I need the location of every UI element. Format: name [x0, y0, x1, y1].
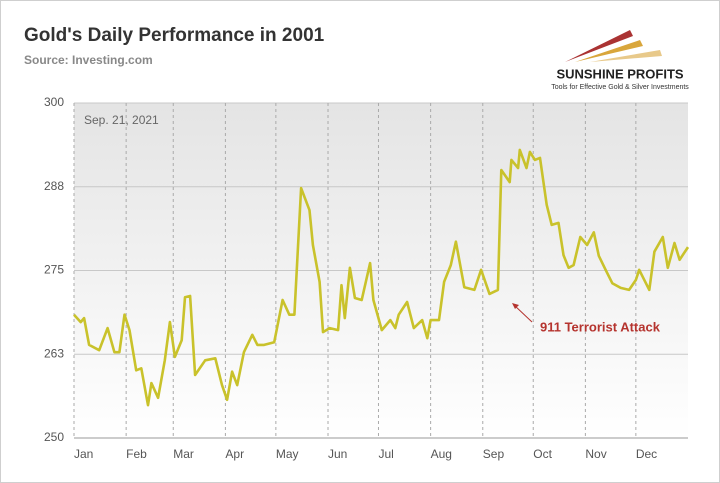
price-line	[73, 148, 690, 407]
brand: SUNSHINE PROFITS	[556, 66, 683, 81]
annotation: 911 Terrorist Attack	[540, 319, 661, 334]
x-tick-label: Dec	[636, 447, 657, 461]
x-tick-label: Nov	[585, 447, 606, 461]
logo-ray	[575, 40, 643, 62]
x-tick-label: Jan	[74, 447, 93, 461]
x-tick-label: Oct	[533, 447, 552, 461]
y-tick-label: 263	[44, 346, 64, 360]
annotation-arrowhead	[512, 303, 519, 309]
brand-tagline: Tools for Effective Gold & Silver Invest…	[551, 84, 689, 91]
x-tick-label: Aug	[431, 447, 452, 461]
annotation-arrow	[513, 304, 533, 323]
logo-ray	[590, 50, 662, 62]
x-tick-label: Jun	[328, 447, 347, 461]
x-tick-label: Sep	[483, 447, 505, 461]
chart-title: Gold's Daily Performance in 2001	[24, 25, 325, 46]
date-note: Sep. 21, 2021	[84, 113, 159, 127]
y-tick-label: 300	[44, 95, 64, 109]
logo: SUNSHINE PROFITS Tools for Effective Gol…	[551, 30, 689, 91]
x-tick-label: Mar	[173, 447, 194, 461]
x-tick-label: Feb	[126, 447, 147, 461]
y-tick-label: 250	[44, 430, 64, 444]
x-tick-label: Apr	[225, 447, 244, 461]
y-tick-label: 288	[44, 179, 64, 193]
logo-ray	[565, 30, 633, 62]
y-tick-label: 275	[44, 263, 64, 277]
x-tick-label: Jul	[378, 447, 393, 461]
subtitle: Source: Investing.com	[24, 53, 153, 67]
x-tick-label: May	[276, 447, 299, 461]
